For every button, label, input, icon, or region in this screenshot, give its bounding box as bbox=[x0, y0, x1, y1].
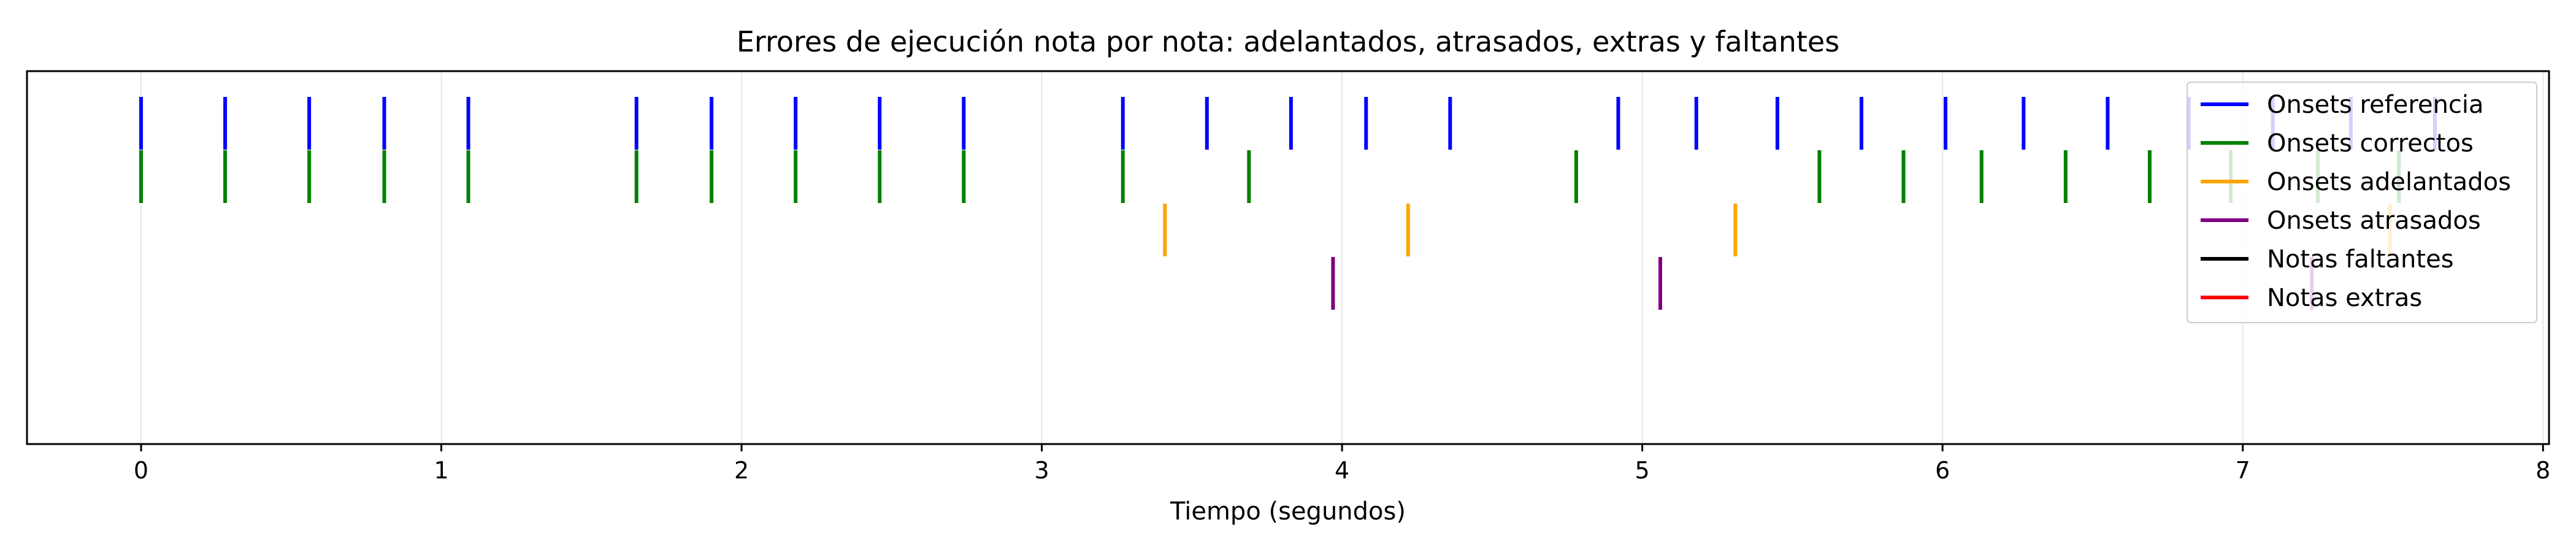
legend: Onsets referencia Onsets correctos Onsets … bbox=[2187, 82, 2537, 323]
x-tick-label: 7 bbox=[2236, 457, 2250, 484]
legend-label-onsets-referencia: Onsets referencia bbox=[2267, 91, 2484, 119]
series-onsets-atrasados bbox=[1331, 257, 2314, 310]
x-tick-label: 1 bbox=[434, 457, 448, 484]
legend-label-onsets-adelantados: Onsets adelantados bbox=[2267, 168, 2511, 196]
x-tick-label: 3 bbox=[1034, 457, 1049, 484]
chart-title: Errores de ejecución nota por nota: adel… bbox=[737, 25, 1839, 58]
x-tick-label: 5 bbox=[1635, 457, 1650, 484]
legend-label-onsets-atrasados: Onsets atrasados bbox=[2267, 207, 2481, 235]
x-tick-label: 0 bbox=[134, 457, 148, 484]
x-axis-label: Tiempo (segundos) bbox=[1170, 497, 1406, 526]
x-tick-label: 2 bbox=[734, 457, 749, 484]
x-tick-label: 6 bbox=[1935, 457, 1950, 484]
grid bbox=[140, 71, 2544, 444]
series-onsets-correctos bbox=[139, 150, 2401, 203]
plot-frame bbox=[26, 70, 2550, 445]
legend-label-notas-extras: Notas extras bbox=[2267, 284, 2422, 312]
event-marks bbox=[139, 97, 2437, 310]
x-axis: 0 1 2 3 4 5 6 7 8 bbox=[134, 444, 2550, 484]
x-tick-label: 8 bbox=[2536, 457, 2550, 484]
x-tick-label: 4 bbox=[1335, 457, 1349, 484]
legend-label-notas-faltantes: Notas faltantes bbox=[2267, 245, 2454, 274]
series-onsets-referencia bbox=[139, 97, 2437, 150]
legend-label-onsets-correctos: Onsets correctos bbox=[2267, 129, 2474, 158]
legend-box bbox=[2187, 82, 2537, 323]
